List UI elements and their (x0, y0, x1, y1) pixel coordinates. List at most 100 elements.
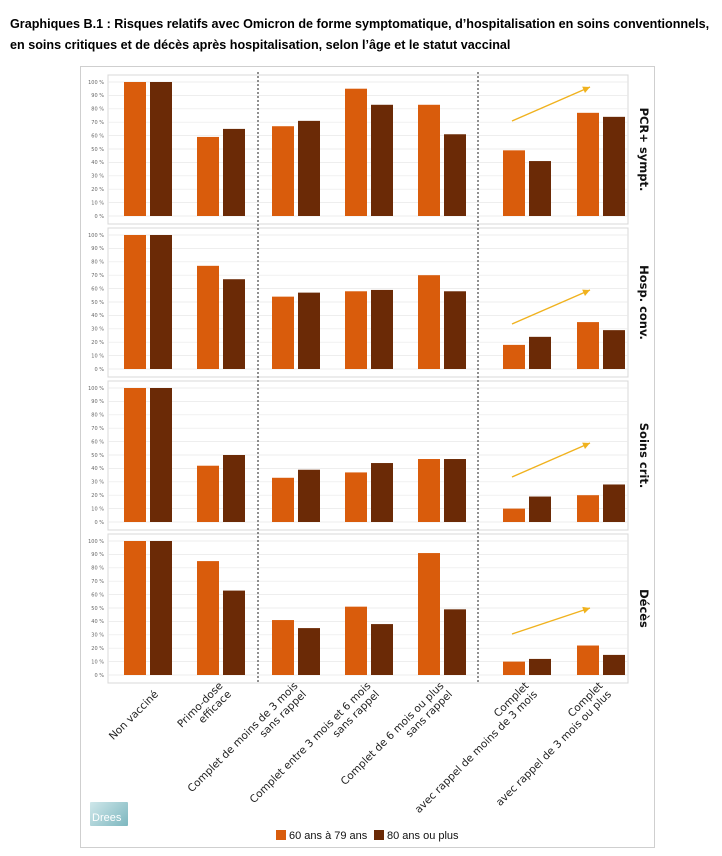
bar (503, 508, 525, 522)
bar (603, 484, 625, 522)
y-tick-label: 90 % (91, 93, 104, 99)
y-tick-label: 80 % (91, 107, 104, 113)
bar (150, 82, 172, 216)
bar (444, 459, 466, 522)
bar (577, 645, 599, 675)
bar (197, 136, 219, 216)
bar (371, 104, 393, 216)
trend-arrow-head (582, 289, 590, 297)
bar (371, 624, 393, 675)
y-tick-label: 20 % (91, 493, 104, 499)
facet-label: Décès (637, 589, 651, 628)
bar (272, 296, 294, 369)
y-tick-label: 20 % (91, 187, 104, 193)
bar (371, 463, 393, 522)
bar (529, 496, 551, 522)
y-tick-label: 70 % (91, 273, 104, 279)
bar (223, 128, 245, 216)
bar (272, 477, 294, 522)
drees-logo-text: Drees (92, 812, 122, 824)
bar (298, 292, 320, 369)
bar (371, 289, 393, 369)
y-tick-label: 100 % (88, 80, 104, 86)
bar (529, 161, 551, 216)
y-tick-label: 80 % (91, 566, 104, 572)
legend-swatch (276, 830, 286, 840)
trend-arrow-head (582, 86, 590, 94)
bar (272, 126, 294, 216)
bar (345, 472, 367, 522)
panel-border (107, 227, 629, 378)
bar (603, 116, 625, 216)
y-tick-label: 10 % (91, 353, 104, 359)
legend-label: 80 ans ou plus (387, 830, 459, 842)
bar (577, 322, 599, 369)
bar (503, 150, 525, 216)
y-tick-label: 30 % (91, 633, 104, 639)
y-tick-label: 10 % (91, 659, 104, 665)
bar (418, 459, 440, 522)
x-category-label: Non vacciné (107, 688, 161, 742)
y-tick-label: 70 % (91, 120, 104, 126)
panel-border (107, 533, 629, 684)
trend-arrow (511, 442, 591, 478)
y-tick-label: 80 % (91, 413, 104, 419)
y-tick-label: 70 % (91, 579, 104, 585)
y-tick-label: 20 % (91, 646, 104, 652)
y-tick-label: 60 % (91, 592, 104, 598)
y-tick-label: 50 % (91, 606, 104, 612)
y-tick-label: 50 % (91, 300, 104, 306)
bar (150, 235, 172, 369)
y-tick-label: 90 % (91, 552, 104, 558)
bar (124, 235, 146, 369)
bar (197, 465, 219, 522)
bar (124, 82, 146, 216)
y-tick-label: 0 % (94, 214, 104, 220)
bar (529, 336, 551, 369)
bar (223, 455, 245, 522)
y-tick-label: 30 % (91, 480, 104, 486)
bar (529, 658, 551, 675)
bar (223, 279, 245, 369)
bar (298, 120, 320, 216)
bar (345, 291, 367, 369)
y-tick-label: 40 % (91, 466, 104, 472)
y-tick-label: 10 % (91, 200, 104, 206)
panel-border (107, 74, 629, 225)
bar (298, 628, 320, 675)
y-tick-label: 20 % (91, 340, 104, 346)
y-tick-label: 40 % (91, 619, 104, 625)
x-tick-label: Non vacciné (107, 688, 161, 742)
y-tick-label: 60 % (91, 133, 104, 139)
bar (298, 469, 320, 522)
y-tick-label: 100 % (88, 539, 104, 545)
bar (150, 541, 172, 675)
y-tick-label: 70 % (91, 426, 104, 432)
bar (124, 388, 146, 522)
y-tick-label: 40 % (91, 160, 104, 166)
facet-label: Hosp. conv. (637, 265, 651, 340)
bar (444, 134, 466, 216)
bar (272, 620, 294, 675)
y-tick-label: 40 % (91, 313, 104, 319)
y-tick-label: 0 % (94, 367, 104, 373)
bar (503, 344, 525, 369)
bar (197, 561, 219, 675)
y-tick-label: 90 % (91, 246, 104, 252)
facet-label: Soins crit. (637, 423, 651, 488)
bar (124, 541, 146, 675)
y-tick-label: 90 % (91, 399, 104, 405)
y-tick-label: 50 % (91, 147, 104, 153)
y-tick-label: 10 % (91, 506, 104, 512)
bar (444, 291, 466, 369)
bar (345, 606, 367, 675)
y-tick-label: 60 % (91, 286, 104, 292)
bar (577, 112, 599, 216)
drees-logo (90, 802, 128, 826)
trend-arrow-head (582, 442, 590, 450)
y-tick-label: 0 % (94, 520, 104, 526)
bar (223, 590, 245, 675)
